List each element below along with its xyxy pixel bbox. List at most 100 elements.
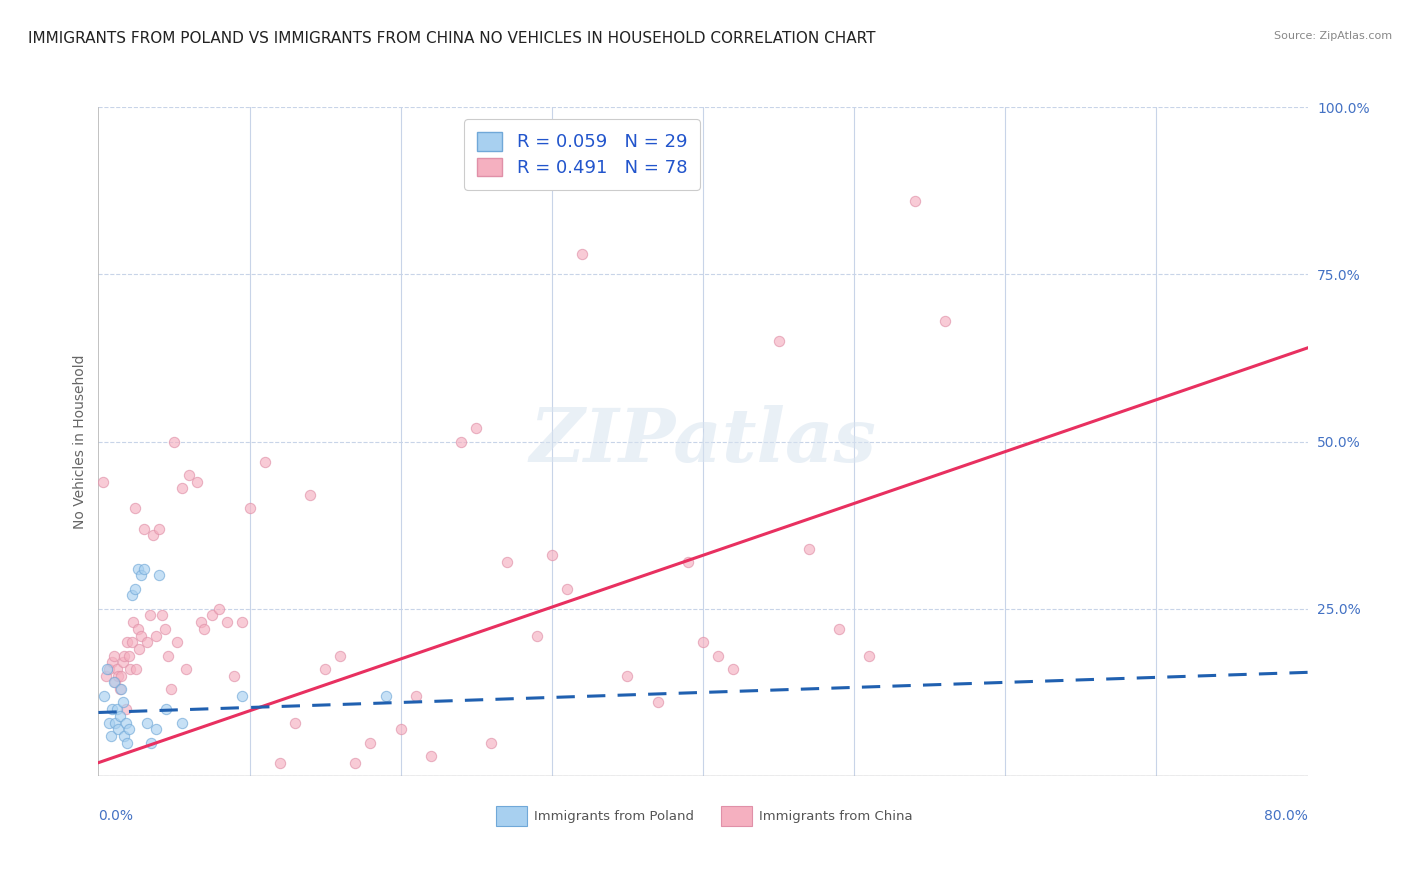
Point [111,696,134,710]
Point [797,541,820,556]
Point [420,749,443,764]
Text: Immigrants from Poland: Immigrants from Poland [534,810,695,822]
Point [215,615,238,630]
Point [114,715,136,730]
Point [156,648,179,663]
Text: ZIPatlas: ZIPatlas [530,405,876,478]
Point [174,662,197,676]
Point [224,669,246,683]
Point [127,622,149,636]
Point [170,482,193,496]
Point [170,715,193,730]
Point [129,628,152,642]
Point [571,247,593,261]
Point [540,548,562,563]
Point [98,715,121,730]
Point [94,669,117,683]
Point [127,562,149,576]
Point [139,608,162,623]
Point [132,562,155,576]
Point [135,715,157,730]
Point [112,648,135,663]
Point [253,455,276,469]
Point [125,662,148,676]
Point [269,756,291,770]
Point [135,635,157,649]
Point [110,681,132,696]
Point [193,622,215,636]
Text: 80.0%: 80.0% [1264,809,1308,823]
Point [122,615,145,630]
Point [142,528,165,542]
Point [166,635,188,649]
Point [190,615,212,630]
Point [389,723,412,737]
Point [104,675,127,690]
Point [723,662,745,676]
Point [450,434,472,449]
Point [707,648,730,663]
Point [153,622,176,636]
Point [145,628,167,642]
Point [465,421,488,435]
Point [108,681,131,696]
Point [208,601,231,615]
Point [828,622,851,636]
Point [344,756,367,770]
Point [526,628,548,642]
Point [934,314,956,328]
Point [145,723,167,737]
Point [160,681,183,696]
Point [120,662,142,676]
Point [118,723,141,737]
Point [132,521,155,535]
Point [129,568,152,582]
Point [481,735,503,749]
Point [107,723,129,737]
Point [112,729,135,743]
Point [299,488,322,502]
Point [105,662,128,676]
Point [103,648,125,663]
Point [692,635,714,649]
Point [768,334,790,348]
Point [110,669,132,683]
Point [104,715,127,730]
Point [858,648,880,663]
Point [96,662,118,676]
Text: Immigrants from China: Immigrants from China [759,810,912,822]
Point [121,635,143,649]
Point [128,642,150,657]
Point [115,635,138,649]
Point [91,475,114,489]
Point [201,608,224,623]
Point [186,475,208,489]
Text: Source: ZipAtlas.com: Source: ZipAtlas.com [1274,31,1392,41]
Legend: R = 0.059   N = 29, R = 0.491   N = 78: R = 0.059 N = 29, R = 0.491 N = 78 [464,120,700,190]
Point [108,708,131,723]
Point [148,521,170,535]
Point [239,501,262,516]
Point [329,648,352,663]
Text: 0.0%: 0.0% [98,809,134,823]
Point [121,589,143,603]
Point [405,689,427,703]
Text: IMMIGRANTS FROM POLAND VS IMMIGRANTS FROM CHINA NO VEHICLES IN HOUSEHOLD CORRELA: IMMIGRANTS FROM POLAND VS IMMIGRANTS FRO… [28,31,876,46]
Point [314,662,336,676]
Point [115,735,138,749]
Point [98,662,121,676]
Point [155,702,177,716]
Point [231,689,253,703]
Point [118,648,141,663]
Point [495,555,517,569]
Point [150,608,173,623]
Point [616,669,638,683]
Point [93,689,115,703]
Point [148,568,170,582]
Point [904,194,927,208]
Point [124,501,146,516]
Y-axis label: No Vehicles in Household: No Vehicles in Household [73,354,87,529]
Point [647,696,669,710]
Point [284,715,307,730]
Point [163,434,186,449]
